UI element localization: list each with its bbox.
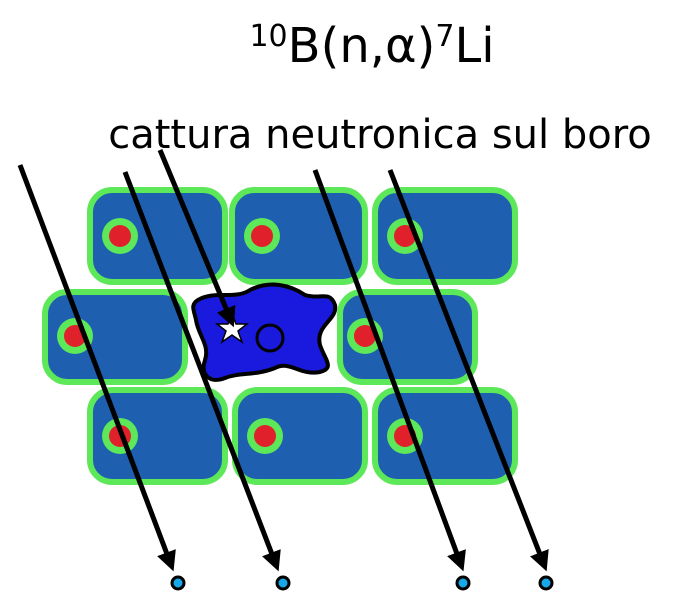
tumor-cell	[191, 282, 338, 382]
title-main: B(n,α)	[288, 18, 436, 74]
neutrons	[170, 575, 554, 591]
title-main: Li	[454, 18, 494, 74]
title: 10B(n,α)7Li	[249, 18, 494, 74]
neutron-paths	[17, 149, 549, 572]
title-sup: 10	[249, 19, 287, 54]
subtitle: cattura neutronica sul boro	[108, 112, 652, 158]
title-sup: 7	[435, 19, 454, 54]
